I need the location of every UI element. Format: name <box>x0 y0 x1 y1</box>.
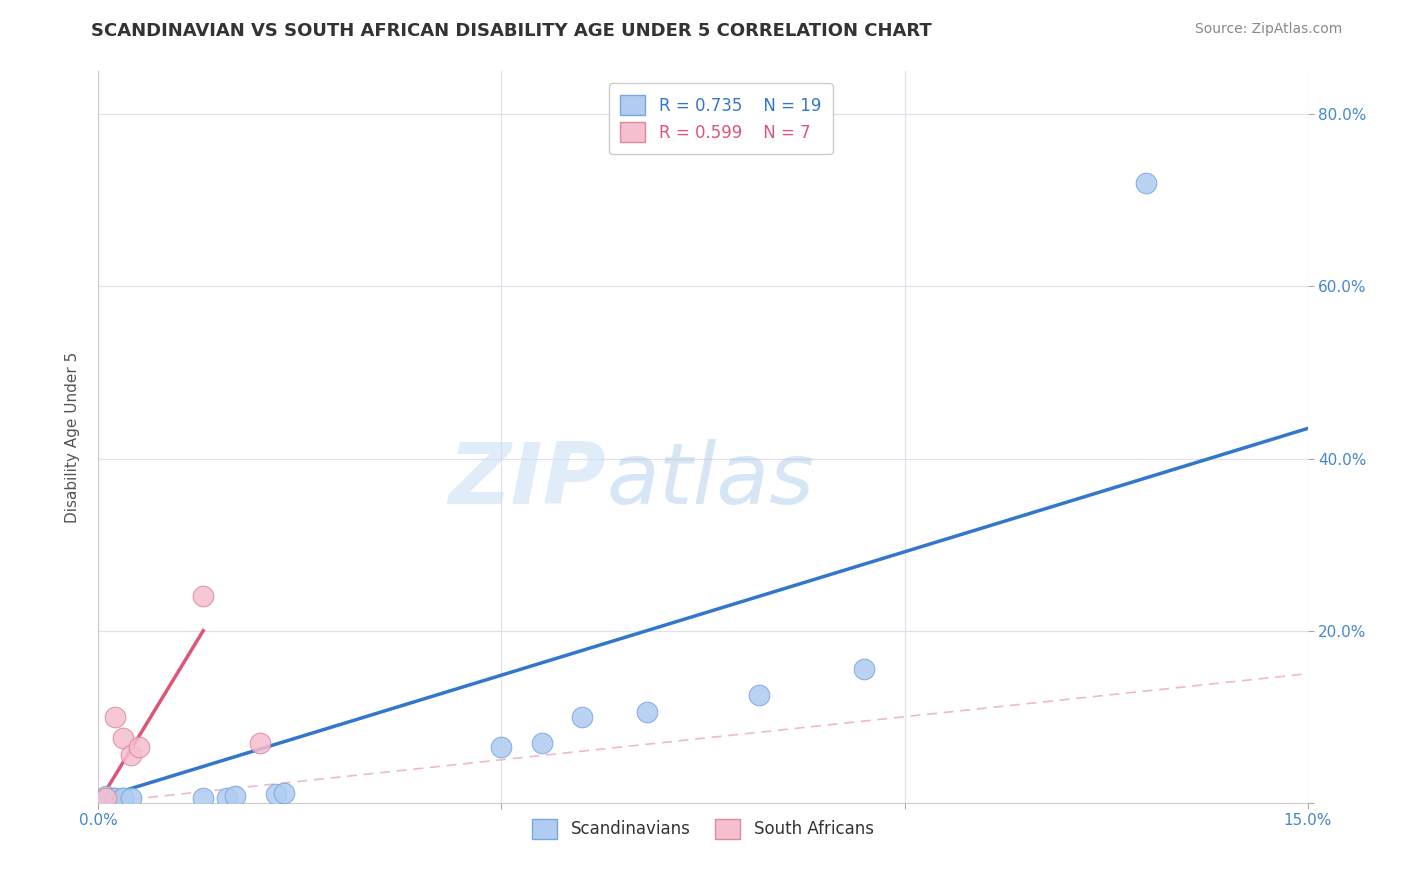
Point <box>120 748 142 763</box>
Text: SCANDINAVIAN VS SOUTH AFRICAN DISABILITY AGE UNDER 5 CORRELATION CHART: SCANDINAVIAN VS SOUTH AFRICAN DISABILITY… <box>91 22 932 40</box>
Point <box>103 710 125 724</box>
Point <box>96 791 118 805</box>
Point <box>853 662 876 676</box>
Point <box>217 791 239 805</box>
Point <box>193 791 215 805</box>
Point <box>111 790 134 805</box>
Point <box>103 790 125 805</box>
Point <box>120 791 142 805</box>
Text: Source: ZipAtlas.com: Source: ZipAtlas.com <box>1195 22 1343 37</box>
Point <box>530 735 553 749</box>
Point <box>264 787 287 801</box>
Point <box>111 731 134 746</box>
Point <box>491 739 513 754</box>
Point <box>128 739 150 754</box>
Text: atlas: atlas <box>606 440 814 523</box>
Point <box>273 786 295 800</box>
Point <box>103 791 125 805</box>
Point <box>96 791 118 805</box>
Point <box>571 710 593 724</box>
Point <box>1135 176 1157 190</box>
Point <box>249 735 271 749</box>
Text: ZIP: ZIP <box>449 440 606 523</box>
Point <box>748 688 770 702</box>
Point <box>224 789 246 803</box>
Y-axis label: Disability Age Under 5: Disability Age Under 5 <box>65 351 80 523</box>
Point <box>111 791 134 805</box>
Point <box>636 706 658 720</box>
Point <box>193 589 215 603</box>
Point <box>96 789 118 803</box>
Legend: Scandinavians, South Africans: Scandinavians, South Africans <box>526 812 880 846</box>
